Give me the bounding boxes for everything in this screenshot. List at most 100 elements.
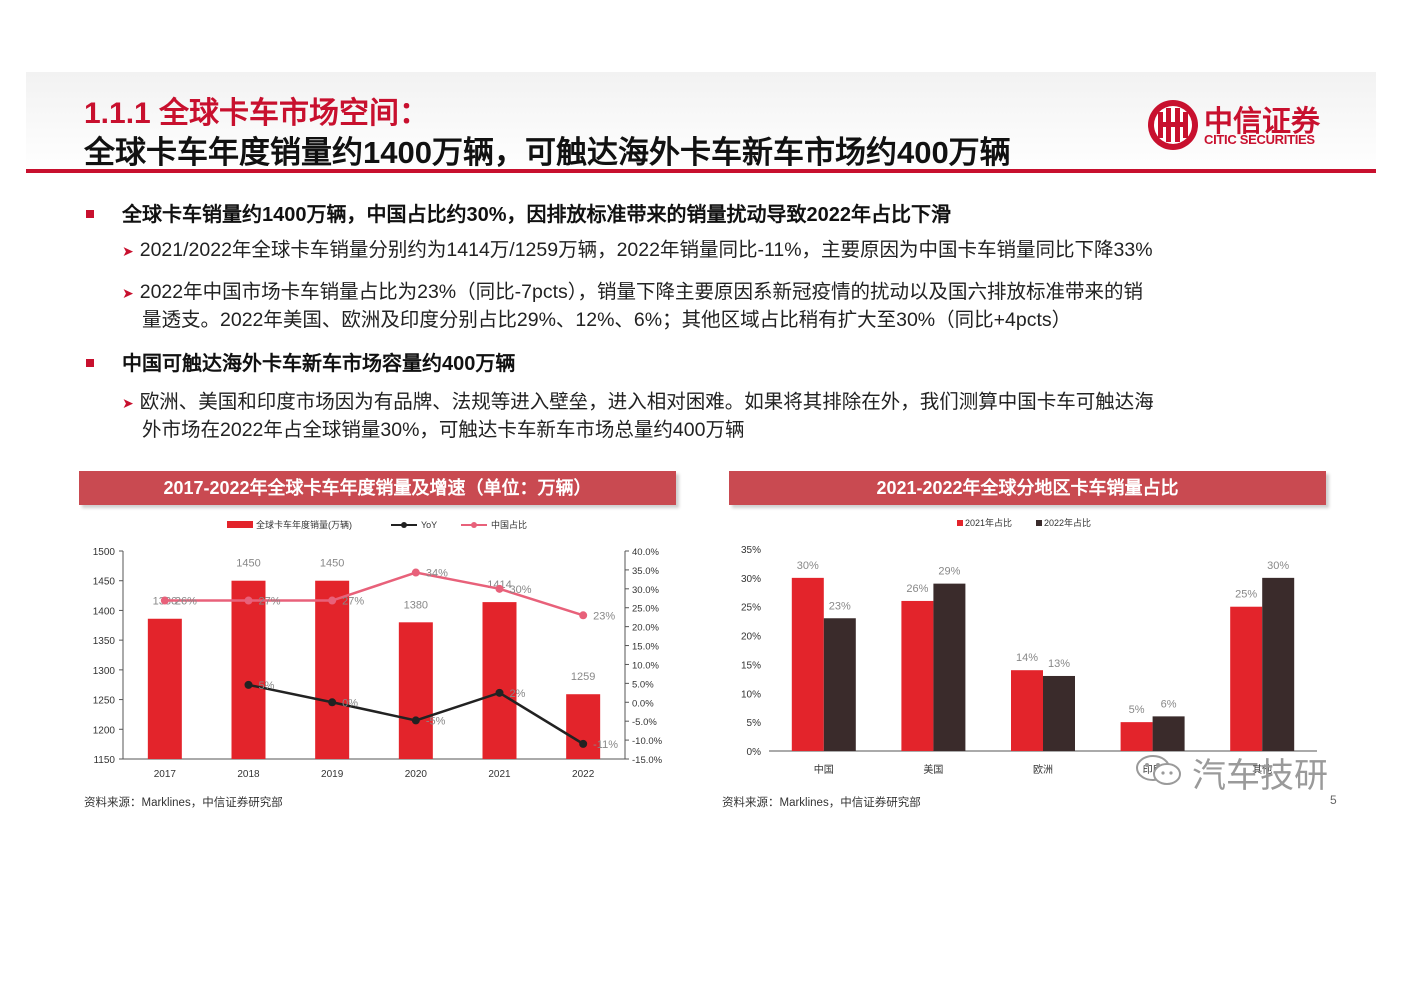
left-tick-label: 1500 bbox=[93, 547, 116, 558]
left-tick-label: 1350 bbox=[93, 636, 116, 647]
bar-value-label: 1450 bbox=[236, 558, 260, 570]
bar-2021 bbox=[791, 577, 824, 751]
x-tick-label: 2017 bbox=[154, 769, 177, 780]
bar-2021 bbox=[1011, 670, 1043, 751]
yoy-point bbox=[495, 688, 504, 697]
left-chart-title: 2017-2022年全球卡车年度销量及增速（单位：万辆） bbox=[79, 471, 676, 505]
bar bbox=[566, 694, 601, 759]
china-share-line bbox=[164, 571, 584, 617]
bar-2021 bbox=[1230, 606, 1263, 751]
y-tick-label: 5% bbox=[747, 718, 762, 729]
arrow-icon: ➤ bbox=[122, 243, 134, 259]
y-tick-label: 20% bbox=[741, 632, 761, 643]
bar-value-label: 5% bbox=[1129, 704, 1145, 716]
bar bbox=[147, 618, 182, 759]
left-tick-label: 1450 bbox=[93, 577, 116, 588]
legend-swatch-2022 bbox=[1036, 520, 1042, 526]
left-tick-label: 1200 bbox=[93, 725, 116, 736]
china-share-label: 30% bbox=[510, 584, 532, 596]
bar-2021 bbox=[901, 600, 934, 751]
left-tick-label: 1250 bbox=[93, 696, 116, 707]
left-tick-label: 1300 bbox=[93, 666, 116, 677]
citic-logo-icon bbox=[1148, 100, 1198, 150]
y-tick-label: 25% bbox=[741, 603, 761, 614]
china-share-label: 34% bbox=[426, 568, 448, 580]
left-tick-label: 1400 bbox=[93, 606, 116, 617]
x-tick-label: 2021 bbox=[488, 769, 511, 780]
x-tick-label: 欧洲 bbox=[1033, 764, 1053, 776]
left-tick-label: 1150 bbox=[93, 755, 115, 766]
right-tick-label: 5.0% bbox=[632, 679, 654, 690]
left-source: 资料来源：Marklines，中信证券研究部 bbox=[84, 797, 283, 809]
bar-value-label: 23% bbox=[829, 600, 851, 612]
china-share-point bbox=[244, 596, 253, 605]
left-chart: 1500 1450 1400 1350 1300 1250 1200 1150 40.0% 35.… bbox=[93, 519, 663, 780]
wechat-icon bbox=[1136, 755, 1181, 785]
china-share-label: 27% bbox=[342, 596, 364, 608]
china-share-point bbox=[328, 596, 337, 605]
china-share-point bbox=[579, 611, 588, 620]
arrow-icon: ➤ bbox=[122, 395, 134, 411]
legend-marker-yoy bbox=[401, 522, 407, 528]
section-title: 1.1.1 全球卡车市场空间： bbox=[84, 97, 430, 130]
bar bbox=[231, 580, 266, 759]
right-tick-label: -5.0% bbox=[632, 717, 657, 728]
yoy-point bbox=[328, 698, 337, 707]
x-tick-label: 2020 bbox=[405, 769, 428, 780]
x-tick-label: 中国 bbox=[814, 763, 834, 776]
right-tick-label: -15.0% bbox=[632, 755, 663, 766]
bar-value-label: 1259 bbox=[571, 671, 595, 683]
legend-label: YoY bbox=[421, 520, 437, 530]
right-tick-label: 40.0% bbox=[632, 547, 659, 558]
yoy-label: -5% bbox=[426, 715, 446, 727]
legend-swatch-2021 bbox=[957, 520, 963, 526]
y-tick-label: 30% bbox=[741, 574, 761, 585]
bullet-1-text: 全球卡车销量约1400万辆，中国占比约30%，因排放标准带来的销量扰动导致202… bbox=[122, 204, 952, 226]
bar-value-label: 14% bbox=[1016, 652, 1038, 664]
bullet-2: 中国可触达海外卡车新车市场容量约400万辆 bbox=[86, 347, 515, 376]
china-share-label: 26% bbox=[175, 596, 197, 608]
bar-value-label: 29% bbox=[938, 566, 960, 578]
legend-label: 2021年占比 bbox=[965, 517, 1012, 528]
right-source: 资料来源：Marklines，中信证券研究部 bbox=[722, 797, 921, 809]
bar-value-label: 25% bbox=[1235, 589, 1257, 601]
y-tick-label: 10% bbox=[741, 689, 761, 700]
yoy-label: 5% bbox=[259, 680, 275, 692]
x-tick-label: 2019 bbox=[321, 769, 344, 780]
china-share-point bbox=[160, 596, 169, 605]
title-rule bbox=[26, 169, 1376, 173]
bullet-square-icon bbox=[86, 209, 94, 218]
yoy-label: 2% bbox=[510, 688, 526, 700]
bar-value-label: 1380 bbox=[404, 599, 428, 611]
bar-value-label: 30% bbox=[1267, 560, 1289, 572]
bar-value-label: 30% bbox=[797, 560, 819, 572]
right-tick-label: -10.0% bbox=[632, 736, 663, 747]
yoy-label: -11% bbox=[593, 739, 618, 751]
right-tick-label: 10.0% bbox=[632, 660, 659, 671]
bar-2022 bbox=[1152, 716, 1185, 751]
y-tick-label: 15% bbox=[741, 660, 761, 671]
right-chart-title: 2021-2022年全球分地区卡车销量占比 bbox=[729, 471, 1326, 505]
logo-text-en: CITIC SECURITIES bbox=[1204, 132, 1315, 147]
watermark-text: 汽车技研 bbox=[1192, 756, 1328, 796]
x-tick-label: 2018 bbox=[237, 769, 260, 780]
legend-label: 2022年占比 bbox=[1044, 517, 1091, 528]
yoy-point bbox=[244, 680, 253, 689]
arrow-icon: ➤ bbox=[122, 285, 134, 301]
bullet-1: 全球卡车销量约1400万辆，中国占比约30%，因排放标准带来的销量扰动导致202… bbox=[86, 198, 951, 227]
bar-2022 bbox=[1262, 577, 1295, 751]
bar bbox=[398, 622, 433, 759]
x-tick-label: 美国 bbox=[923, 763, 943, 776]
x-tick-label: 其他 bbox=[1252, 763, 1272, 776]
china-share-point bbox=[411, 568, 420, 577]
legend-label: 全球卡车年度销量(万辆) bbox=[256, 519, 352, 530]
bar-2021 bbox=[1120, 722, 1153, 751]
yoy-label: 0% bbox=[342, 697, 358, 709]
china-share-label: 23% bbox=[593, 610, 615, 622]
right-tick-label: 30.0% bbox=[632, 585, 659, 596]
sub-bullet-1-1: ➤ 2021/2022年全球卡车销量分别约为1414万/1259万辆，2022年销… bbox=[122, 239, 1153, 261]
logo-text-cn: 中信证券 bbox=[1204, 104, 1321, 138]
bar bbox=[482, 602, 517, 759]
y-tick-label: 0% bbox=[747, 747, 762, 758]
right-tick-label: 15.0% bbox=[632, 642, 659, 653]
